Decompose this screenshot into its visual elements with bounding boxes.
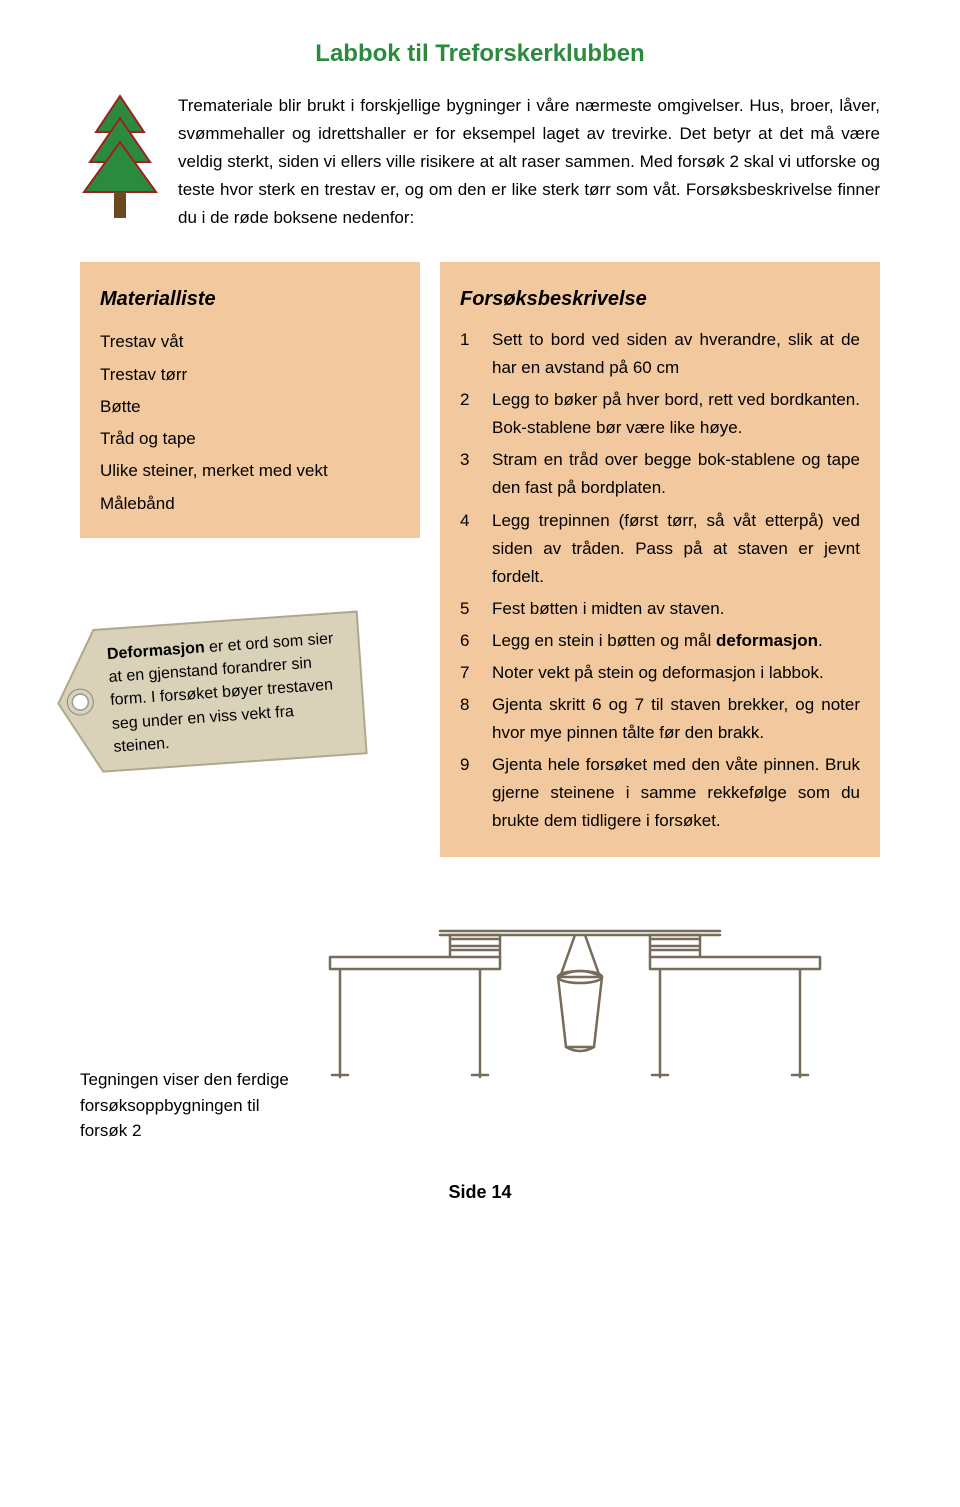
step-number: 9 [460,751,474,835]
procedure-box: Forsøksbeskrivelse 1 Sett to bord ved sid… [440,262,880,857]
material-item: Bøtte [100,391,400,423]
step-number: 7 [460,659,474,687]
definition-tag: Deformasjon er et ord som sier at en gje… [44,587,376,799]
procedure-step: 2 Legg to bøker på hver bord, rett ved bo… [460,386,860,442]
page-footer: Side 14 [80,1182,880,1203]
material-list-box: Materialliste Trestav våtTrestav tørrBøt… [80,262,420,538]
tree-icon [80,92,160,222]
step-number: 4 [460,507,474,591]
tag-text: Deformasjon er et ord som sier at en gje… [106,626,354,758]
step-text: Legg to bøker på hver bord, rett ved bor… [492,386,860,442]
procedure-step: 9Gjenta hele forsøket med den våte pinne… [460,751,860,835]
step-text: Fest bøtten i midten av staven. [492,595,860,623]
procedure-step: 7 Noter vekt på stein og deformasjon i la… [460,659,860,687]
page-title: Labbok til Treforskerklubben [80,40,880,68]
step-number: 3 [460,446,474,502]
step-number: 6 [460,627,474,655]
step-number: 5 [460,595,474,623]
procedure-title: Forsøksbeskrivelse [460,280,860,318]
procedure-step: 6 Legg en stein i bøtten og mål deformasj… [460,627,860,655]
material-item: Trestav tørr [100,359,400,391]
intro-block: Tremateriale blir brukt i forskjellige b… [80,92,880,232]
material-item: Trestav våt [100,326,400,358]
step-text: Stram en tråd over begge bok-stablene og… [492,446,860,502]
procedure-step: 1 Sett to bord ved siden av hverandre, sl… [460,326,860,382]
step-number: 1 [460,326,474,382]
step-text: Sett to bord ved siden av hverandre, sli… [492,326,860,382]
experiment-diagram: Tegningen viser den ferdige forsøksoppby… [80,887,880,1172]
material-item: Tråd og tape [100,423,400,455]
procedure-step: 4Legg trepinnen (først tørr, så våt ette… [460,507,860,591]
step-text: Noter vekt på stein og deformasjon i lab… [492,659,860,687]
intro-text: Tremateriale blir brukt i forskjellige b… [178,92,880,232]
diagram-caption: Tegningen viser den ferdige forsøksoppby… [80,1067,310,1144]
procedure-step: 3 Stram en tråd over begge bok-stablene o… [460,446,860,502]
step-text: Legg en stein i bøtten og mål deformasjo… [492,627,860,655]
procedure-step: 5 Fest bøtten i midten av staven. [460,595,860,623]
step-number: 2 [460,386,474,442]
material-item: Målebånd [100,488,400,520]
step-text: Legg trepinnen (først tørr, så våt etter… [492,507,860,591]
step-number: 8 [460,691,474,747]
tag-bold: Deformasjon [106,639,205,663]
material-item: Ulike steiner, merket med vekt [100,455,400,487]
material-title: Materialliste [100,280,400,318]
procedure-step: 8 Gjenta skritt 6 og 7 til staven brekker… [460,691,860,747]
step-text: Gjenta hele forsøket med den våte pinnen… [492,751,860,835]
step-text: Gjenta skritt 6 og 7 til staven brekker,… [492,691,860,747]
